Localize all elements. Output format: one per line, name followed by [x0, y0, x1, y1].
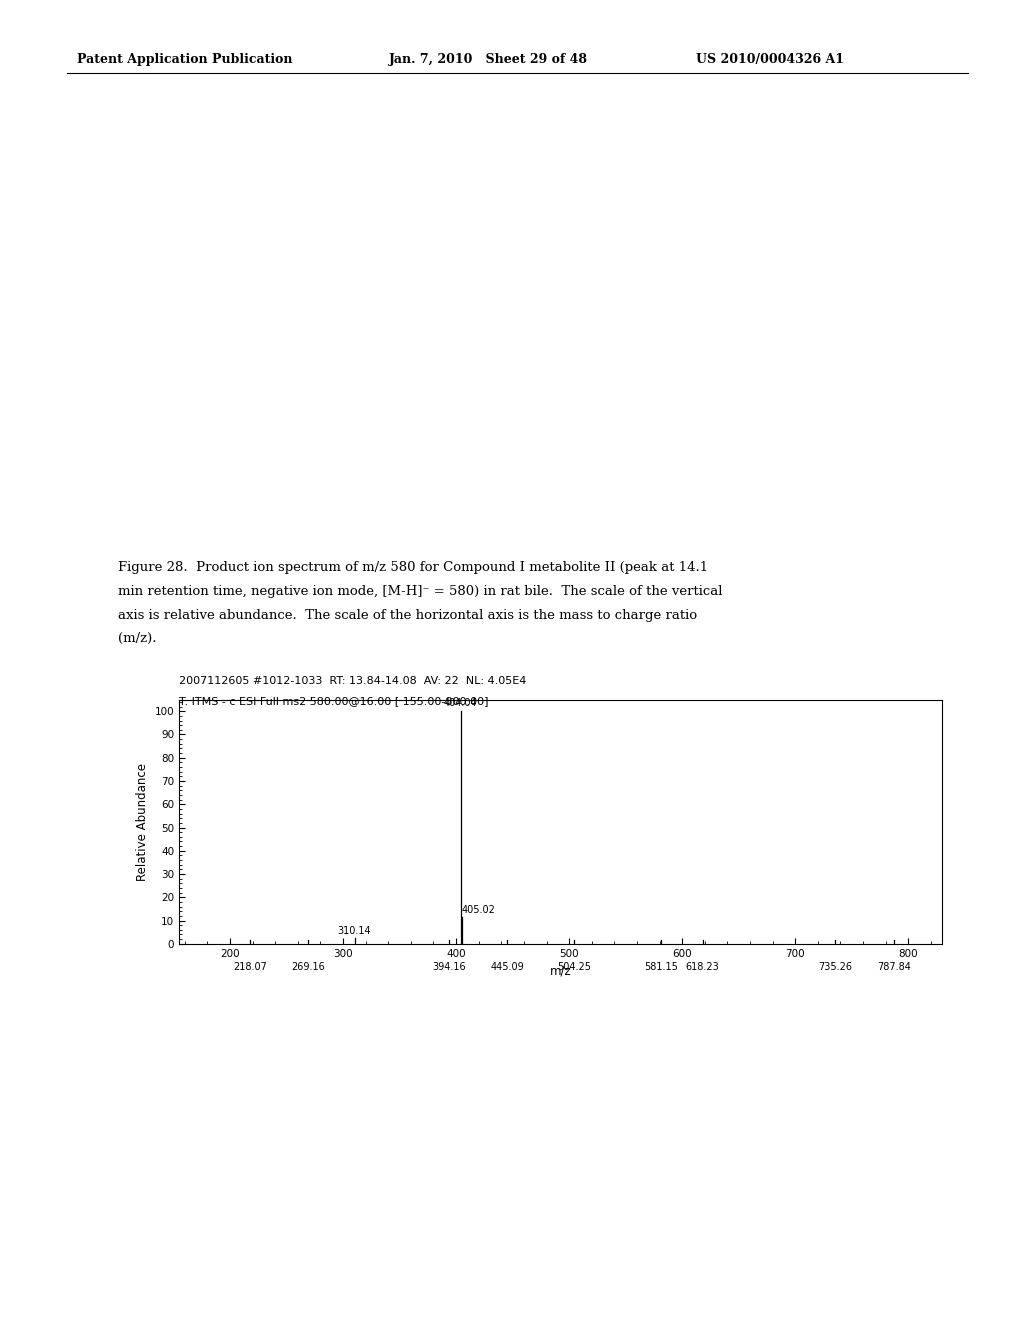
X-axis label: m/z: m/z — [550, 964, 571, 977]
Text: Figure 28.  Product ion spectrum of m/z 580 for Compound I metabolite II (peak a: Figure 28. Product ion spectrum of m/z 5… — [118, 561, 708, 574]
Text: 504.25: 504.25 — [557, 962, 591, 973]
Text: 404.04: 404.04 — [443, 698, 477, 708]
Text: axis is relative abundance.  The scale of the horizontal axis is the mass to cha: axis is relative abundance. The scale of… — [118, 609, 697, 622]
Y-axis label: Relative Abundance: Relative Abundance — [136, 763, 150, 880]
Text: 445.09: 445.09 — [490, 962, 524, 973]
Text: 405.02: 405.02 — [462, 904, 496, 915]
Text: 269.16: 269.16 — [292, 962, 325, 973]
Text: US 2010/0004326 A1: US 2010/0004326 A1 — [696, 53, 845, 66]
Text: (m/z).: (m/z). — [118, 632, 157, 645]
Text: 310.14: 310.14 — [338, 927, 372, 936]
Text: 618.23: 618.23 — [686, 962, 720, 973]
Text: 735.26: 735.26 — [818, 962, 852, 973]
Text: 2007112605 #1012-1033  RT: 13.84-14.08  AV: 22  NL: 4.05E4: 2007112605 #1012-1033 RT: 13.84-14.08 AV… — [179, 676, 526, 686]
Text: 394.16: 394.16 — [433, 962, 466, 973]
Text: Jan. 7, 2010   Sheet 29 of 48: Jan. 7, 2010 Sheet 29 of 48 — [389, 53, 588, 66]
Text: Patent Application Publication: Patent Application Publication — [77, 53, 292, 66]
Text: 787.84: 787.84 — [878, 962, 911, 973]
Text: 218.07: 218.07 — [233, 962, 267, 973]
Text: T: ITMS - c ESI Full ms2 580.00@16.00 [ 155.00-800.00]: T: ITMS - c ESI Full ms2 580.00@16.00 [ … — [179, 696, 488, 706]
Text: 581.15: 581.15 — [644, 962, 678, 973]
Text: min retention time, negative ion mode, [M-H]⁻ = 580) in rat bile.  The scale of : min retention time, negative ion mode, [… — [118, 585, 722, 598]
